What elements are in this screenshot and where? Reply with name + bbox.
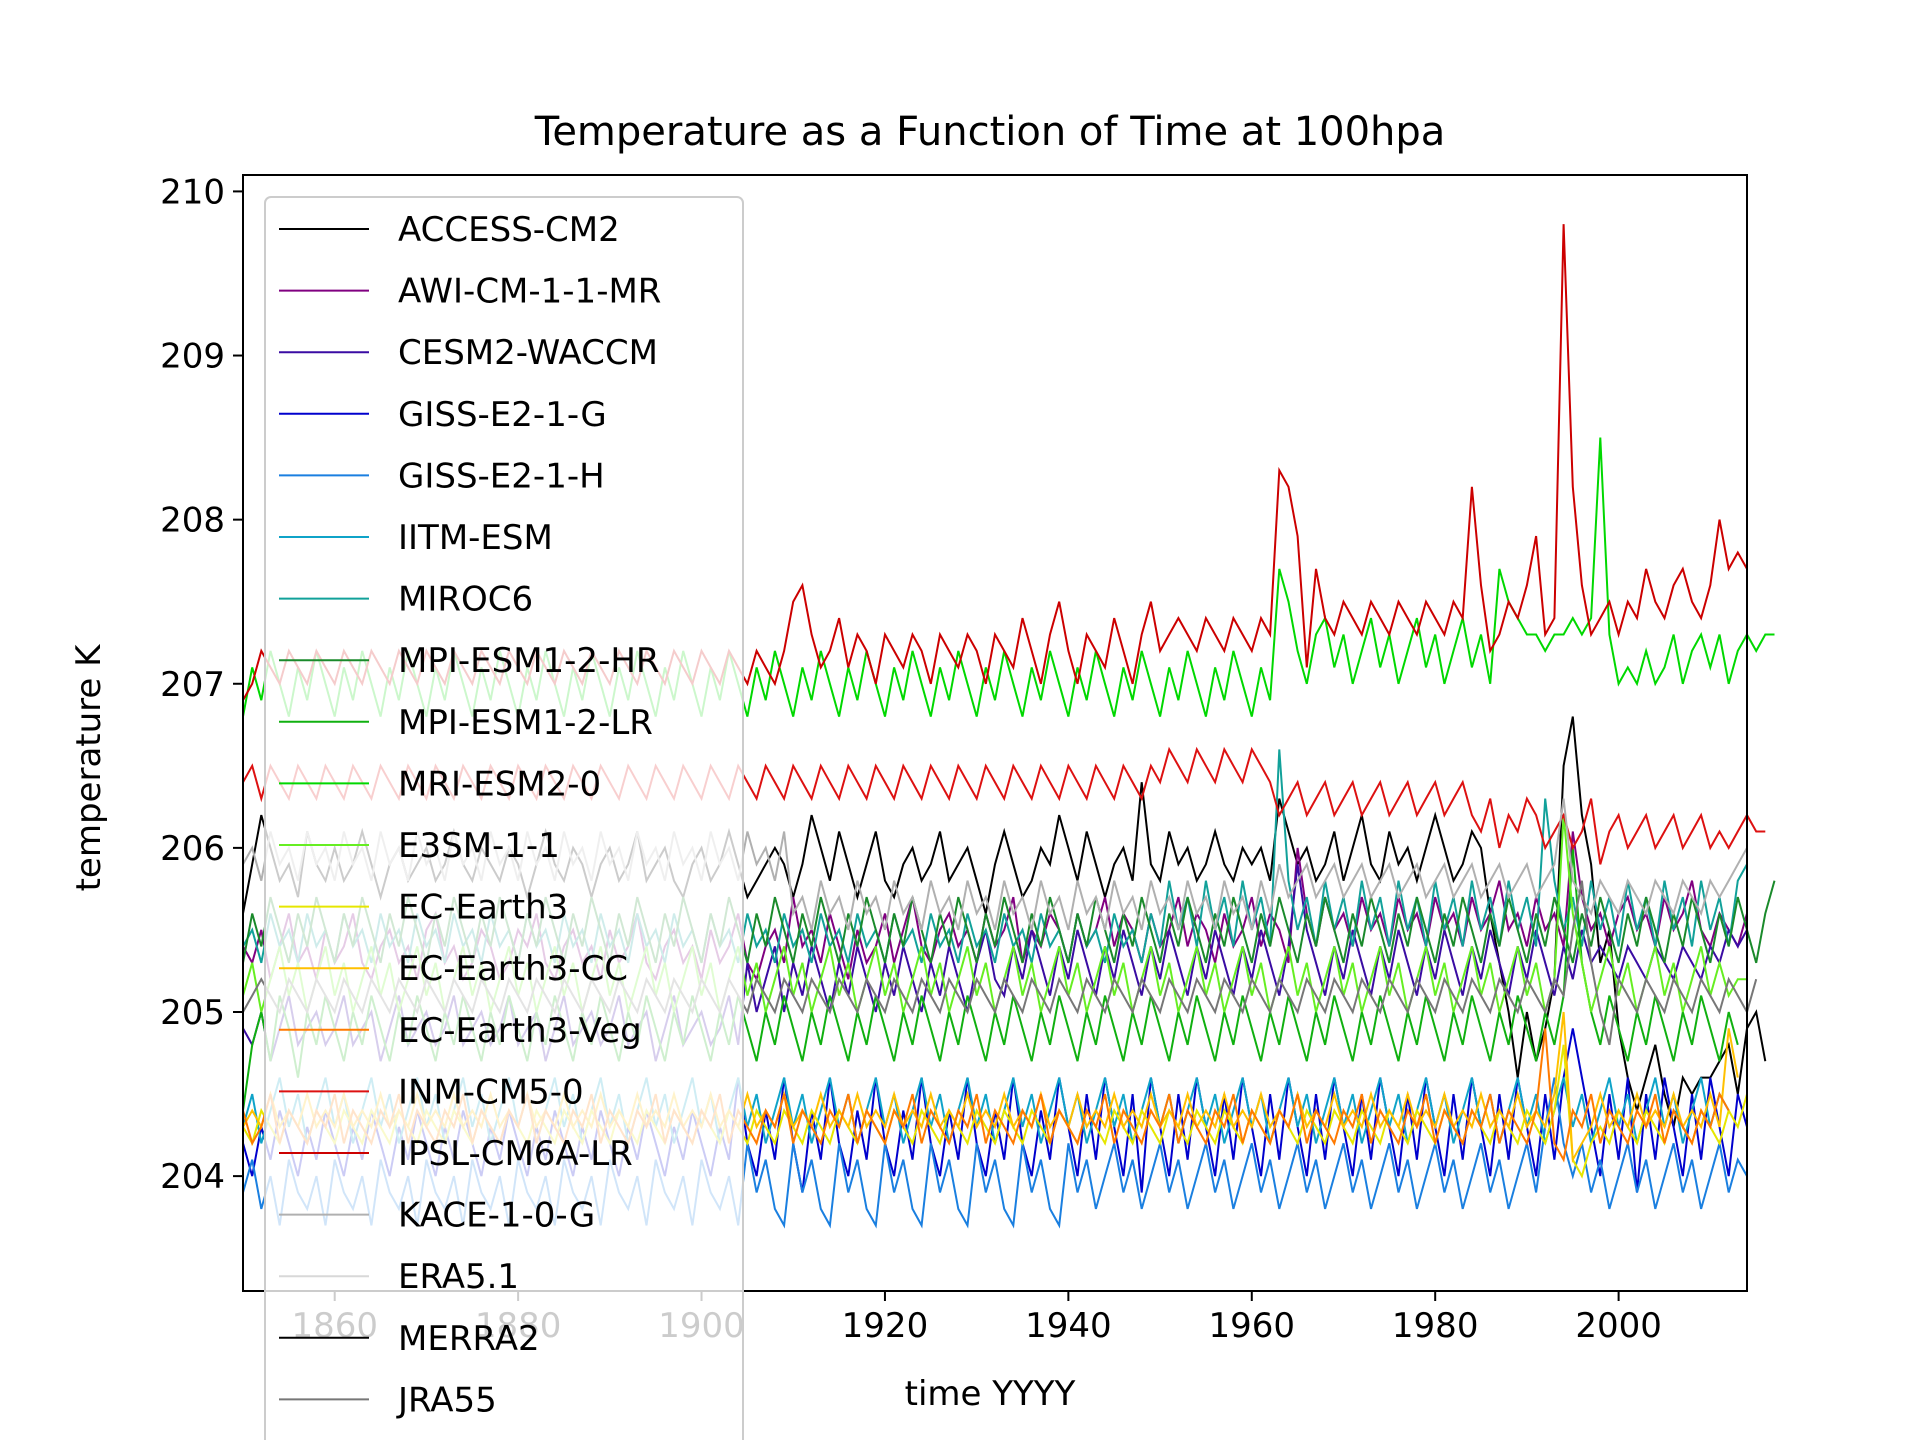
legend-label-17: ERA5.1 bbox=[398, 1257, 519, 1297]
x-tick-label-4: 1940 bbox=[1025, 1306, 1112, 1346]
chart-title: Temperature as a Function of Time at 100… bbox=[534, 109, 1446, 155]
legend-label-12: EC-Earth3-CC bbox=[398, 949, 628, 989]
y-tick-label-1: 205 bbox=[160, 993, 225, 1033]
legend-label-13: EC-Earth3-Veg bbox=[398, 1011, 642, 1051]
legend-label-5: IITM-ESM bbox=[398, 518, 553, 558]
y-tick-label-3: 207 bbox=[160, 665, 225, 705]
legend-label-1: AWI-CM-1-1-MR bbox=[398, 272, 661, 312]
legend-label-11: EC-Earth3 bbox=[398, 888, 568, 928]
legend: ACCESS-CM2 AWI-CM-1-1-MR CESM2-WACCM GISS-E… bbox=[264, 196, 744, 1440]
x-tick-label-3: 1920 bbox=[842, 1306, 929, 1346]
legend-label-15: IPSL-CM6A-LR bbox=[398, 1134, 633, 1174]
legend-label-8: MPI-ESM1-2-LR bbox=[398, 703, 653, 743]
legend-label-7: MPI-ESM1-2-HR bbox=[398, 641, 660, 681]
y-tick-label-4: 208 bbox=[160, 501, 225, 541]
y-axis-label: temperature K bbox=[69, 643, 109, 892]
x-tick-label-5: 1960 bbox=[1209, 1306, 1296, 1346]
x-axis-label: time YYYY bbox=[905, 1374, 1076, 1414]
y-ticks: 204 205 206 207 208 209 210 bbox=[160, 172, 243, 1197]
legend-label-9: MRI-ESM2-0 bbox=[398, 764, 601, 804]
x-tick-label-7: 2000 bbox=[1575, 1306, 1662, 1346]
legend-label-0: ACCESS-CM2 bbox=[398, 210, 620, 250]
legend-label-10: E3SM-1-1 bbox=[398, 826, 560, 866]
legend-label-14: INM-CM5-0 bbox=[398, 1072, 584, 1112]
axes-frame bbox=[242, 174, 1748, 1292]
legend-label-4: GISS-E2-1-H bbox=[398, 456, 605, 496]
legend-label-3: GISS-E2-1-G bbox=[398, 395, 607, 435]
legend-label-19: JRA55 bbox=[396, 1380, 497, 1420]
legend-box bbox=[264, 196, 744, 1440]
y-tick-label-5: 209 bbox=[160, 337, 225, 377]
y-tick-label-0: 204 bbox=[160, 1157, 225, 1197]
y-tick-label-6: 210 bbox=[160, 172, 225, 212]
legend-label-6: MIROC6 bbox=[398, 580, 533, 620]
y-tick-label-2: 206 bbox=[160, 829, 225, 869]
legend-label-16: KACE-1-0-G bbox=[398, 1196, 595, 1236]
legend-label-2: CESM2-WACCM bbox=[398, 333, 658, 373]
x-tick-label-6: 1980 bbox=[1392, 1306, 1479, 1346]
legend-label-18: MERRA2 bbox=[398, 1319, 540, 1359]
